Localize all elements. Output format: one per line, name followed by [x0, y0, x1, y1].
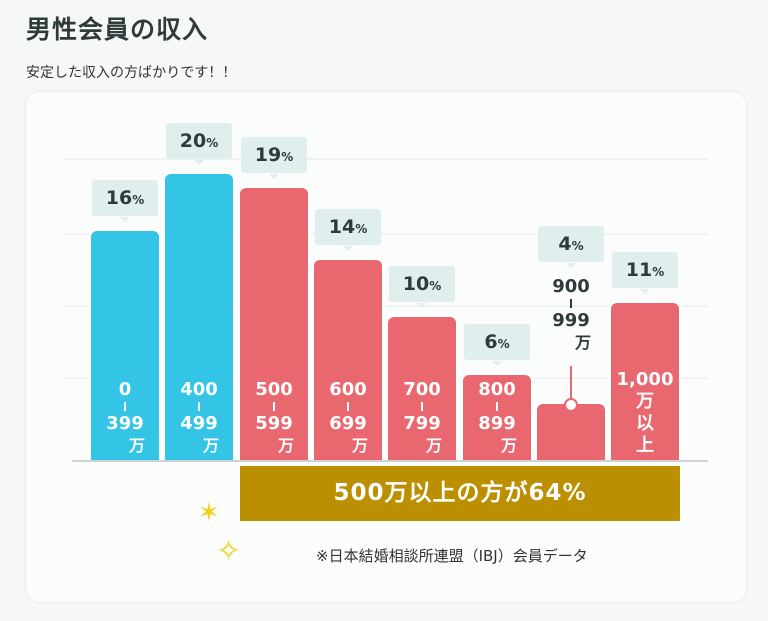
value-number: 4	[558, 233, 572, 255]
data-source-note: ※日本結婚相談所連盟（IBJ）会員データ	[316, 547, 588, 565]
bar	[240, 188, 308, 461]
chart-baseline	[72, 460, 708, 462]
range-dash	[347, 402, 349, 411]
range-to: 999	[552, 310, 590, 331]
bar	[91, 231, 159, 461]
value-suffix: %	[132, 193, 145, 207]
value-suffix: %	[652, 265, 665, 279]
value-label: 19%	[241, 137, 307, 179]
range-from: 600	[329, 379, 367, 400]
range-to: 399	[106, 413, 144, 434]
value-label: 4%	[538, 226, 604, 268]
range-unit: 万	[277, 436, 294, 455]
gridline	[64, 233, 708, 235]
value-number: 20	[179, 130, 207, 152]
bar	[463, 375, 531, 461]
value-number: 10	[402, 273, 430, 295]
value-number: 6	[484, 331, 498, 353]
range-dash	[273, 402, 275, 411]
bar-category-label: 700 799 万	[388, 379, 456, 457]
range-unit: 以	[636, 413, 654, 434]
bar-category-label: 900 999 万	[537, 276, 605, 354]
range-from: 0	[118, 379, 132, 400]
value-label: 11%	[612, 252, 678, 294]
range-unit: 万	[128, 436, 145, 455]
value-number: 19	[254, 144, 282, 166]
value-label: 16%	[92, 180, 158, 222]
sparkle-icon: ✧	[216, 534, 242, 569]
range-unit: 万	[500, 436, 517, 455]
value-suffix: %	[355, 222, 368, 236]
range-from: 500	[255, 379, 293, 400]
range-to: 699	[329, 413, 367, 434]
gridline	[64, 158, 708, 160]
range-dash	[570, 299, 572, 308]
bar-category-label: 800 899 万	[463, 379, 531, 457]
value-label: 6%	[464, 324, 530, 366]
range-to: 599	[255, 413, 293, 434]
range-unit: 万	[636, 391, 654, 412]
value-suffix: %	[571, 239, 584, 253]
bar	[388, 317, 456, 461]
range-to: 899	[478, 413, 516, 434]
range-dash	[198, 402, 200, 411]
bar-category-label: 400 499 万	[165, 379, 233, 457]
range-unit: 万	[574, 333, 591, 352]
bar	[537, 404, 605, 461]
bar	[165, 174, 233, 461]
page-title: 男性会員の収入	[26, 15, 209, 44]
gridline	[64, 377, 708, 379]
range-dash	[496, 402, 498, 411]
value-number: 11	[625, 259, 653, 281]
range-unit: 万	[425, 436, 442, 455]
leader-dot	[564, 398, 578, 412]
range-from: 800	[478, 379, 516, 400]
value-suffix: %	[429, 279, 442, 293]
range-from: 1,000	[616, 369, 674, 390]
value-number: 16	[105, 187, 133, 209]
bar-category-label: 600 699 万	[314, 379, 382, 457]
value-suffix: %	[281, 150, 294, 164]
range-to: 499	[180, 413, 218, 434]
range-unit: 万	[351, 436, 368, 455]
leader-line	[570, 366, 572, 404]
value-label: 20%	[166, 123, 232, 165]
bar-category-label: 1,000 万以上	[611, 369, 679, 457]
bar	[611, 303, 679, 461]
summary-banner: 500万以上の方が64%	[240, 466, 680, 521]
gridline	[64, 305, 708, 307]
range-dash	[421, 402, 423, 411]
bar-category-label: 0 399 万	[91, 379, 159, 457]
range-unit: 万	[202, 436, 219, 455]
bar-category-label: 500 599 万	[240, 379, 308, 457]
range-from: 700	[403, 379, 441, 400]
value-number: 14	[328, 216, 356, 238]
value-label: 14%	[315, 209, 381, 251]
range-unit: 上	[636, 435, 654, 456]
range-from: 400	[180, 379, 218, 400]
range-to: 799	[403, 413, 441, 434]
range-from: 900	[552, 276, 590, 297]
sparkle-icon: ✶	[198, 498, 220, 528]
page-subtitle: 安定した収入の方ばかりです！！	[26, 65, 237, 81]
value-suffix: %	[497, 337, 510, 351]
value-suffix: %	[206, 136, 219, 150]
bar	[314, 260, 382, 461]
value-label: 10%	[389, 266, 455, 308]
range-dash	[124, 402, 126, 411]
